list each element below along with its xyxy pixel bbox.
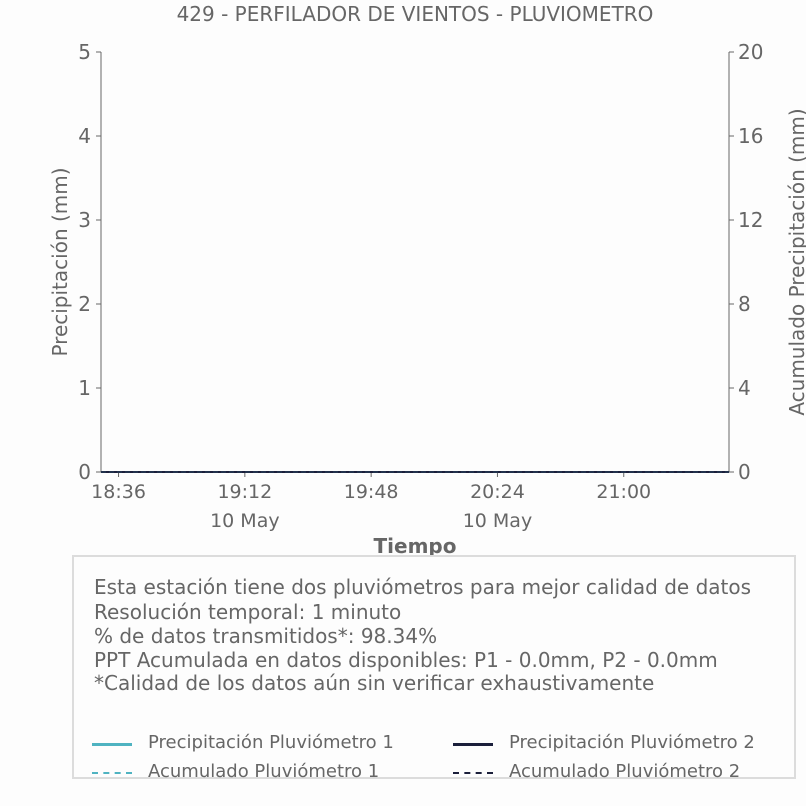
x-tick-label: 20:24: [470, 481, 525, 503]
legend-swatch-precip-2: [453, 743, 493, 746]
x-tick-label: 18:36: [91, 481, 146, 503]
right-tick-label: 0: [738, 460, 751, 484]
right-tick-label: 4: [738, 376, 751, 400]
chart-axes: [100, 52, 730, 473]
legend-swatch-acum-2: [453, 772, 493, 774]
left-axis-ticks: 0 1 2 3 4 5: [78, 40, 101, 484]
info-line-stations: Esta estación tiene dos pluviómetros par…: [94, 575, 752, 599]
legend-label: Precipitación Pluviómetro 2: [509, 732, 755, 753]
legend-label: Acumulado Pluviómetro 1: [148, 761, 380, 782]
right-tick-label: 8: [738, 292, 751, 316]
x-tick-date-label: 10 May: [463, 510, 533, 532]
x-tick-label: 19:48: [344, 481, 399, 503]
legend-swatch-acum-1: [92, 772, 132, 774]
info-line-transmitted: % de datos transmitidos*: 98.34%: [94, 624, 438, 648]
legend-label: Precipitación Pluviómetro 1: [148, 732, 394, 753]
legend-label: Acumulado Pluviómetro 2: [509, 761, 741, 782]
left-tick-label: 2: [78, 292, 91, 316]
right-tick-label: 20: [738, 40, 763, 64]
chart-title: 429 - PERFILADOR DE VIENTOS - PLUVIOMETR…: [177, 2, 654, 26]
y-axis-label: Precipitación (mm): [48, 167, 72, 356]
left-tick-label: 4: [78, 124, 91, 148]
left-tick-label: 0: [78, 460, 91, 484]
right-tick-label: 12: [738, 208, 763, 232]
left-tick-label: 3: [78, 208, 91, 232]
precipitation-chart: 429 - PERFILADOR DE VIENTOS - PLUVIOMETR…: [48, 2, 806, 558]
legend-swatch-precip-1: [92, 743, 132, 746]
y2-axis-label: Acumulado Precipitación (mm): [785, 108, 806, 415]
left-tick-label: 1: [78, 376, 91, 400]
x-axis-ticks: 18:36 19:12 10 May 19:48 20:24 10 May 21:00: [91, 472, 651, 532]
x-tick-label: 21:00: [596, 481, 651, 503]
x-axis-label: Tiempo: [374, 534, 457, 558]
right-tick-label: 16: [738, 124, 763, 148]
info-line-quality-note: *Calidad de los datos aún sin verificar …: [94, 671, 655, 695]
info-line-resolution: Resolución temporal: 1 minuto: [94, 600, 402, 624]
x-tick-date-label: 10 May: [210, 510, 280, 532]
left-tick-label: 5: [78, 40, 91, 64]
right-axis-ticks: 0 4 8 12 16 20: [729, 40, 763, 484]
x-tick-label: 19:12: [217, 481, 272, 503]
info-legend-box: Esta estación tiene dos pluviómetros par…: [72, 555, 796, 782]
info-line-accumulated: PPT Acumulada en datos disponibles: P1 -…: [94, 648, 718, 672]
